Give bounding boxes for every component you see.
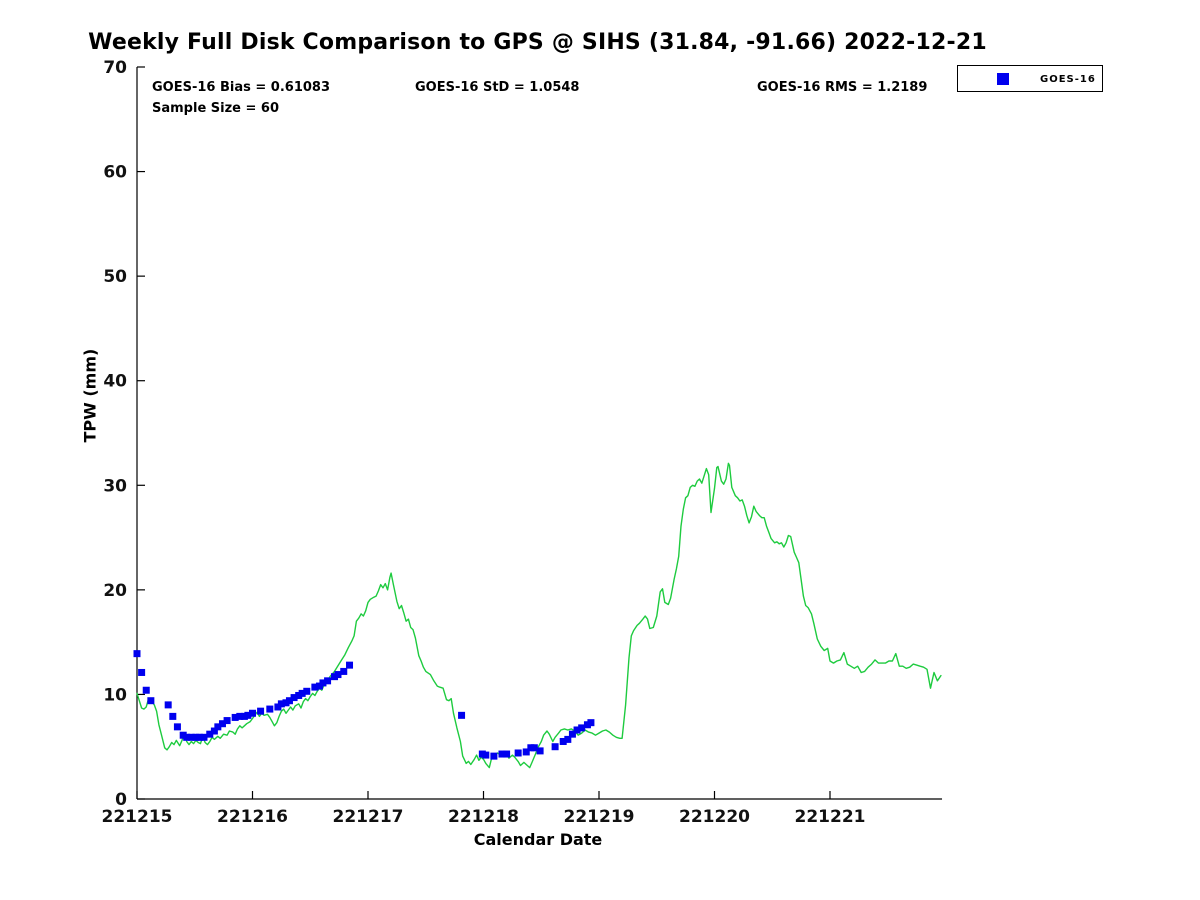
goes16-data-marker [249,709,256,717]
x-tick-label: 221216 [217,807,288,827]
y-tick-label: 30 [103,476,127,496]
legend: GOES-16 [957,65,1103,92]
goes16-data-marker [559,737,567,745]
stat-bias: GOES-16 Bias = 0.61083 [152,80,331,95]
goes16-data-marker [173,723,181,731]
y-tick-label: 40 [103,372,127,392]
y-tick-label: 10 [103,685,127,705]
x-axis-label: Calendar Date [473,830,603,849]
goes16-data-marker [133,650,141,658]
goes16-data-marker [522,748,530,756]
goes16-data-marker [210,727,218,735]
goes16-data-marker [568,730,576,738]
y-tick-label: 50 [103,267,127,287]
goes16-data-marker [578,724,586,732]
goes16-data-marker [587,719,595,727]
goes16-data-marker [138,668,146,676]
goes16-data-marker [319,679,327,687]
legend-goes16-marker-icon [997,73,1009,85]
goes16-data-marker [458,711,466,719]
goes16-data-marker [244,711,252,719]
goes16-data-marker [187,733,195,741]
goes16-data-marker [285,697,293,705]
goes16-data-marker [277,700,285,708]
stat-sample-size: Sample Size = 60 [152,101,280,116]
goes16-data-marker [231,713,239,721]
x-tick-label: 221219 [564,807,635,827]
y-tick-label: 0 [115,790,127,810]
goes16-data-marker [218,720,226,728]
goes16-data-marker [206,730,214,738]
goes16-data-marker [334,671,342,679]
goes16-data-marker [183,733,191,741]
goes16-data-marker [346,661,354,669]
y-tick-label: 20 [103,581,127,601]
stat-std: GOES-16 StD = 1.0548 [415,80,580,95]
goes16-data-marker [340,667,348,675]
goes16-data-marker [298,689,306,697]
goes16-data-marker [498,750,506,758]
goes16-data-marker [564,735,572,743]
goes16-data-marker [257,707,265,715]
goes16-data-marker [169,712,177,720]
goes16-data-marker [200,733,208,741]
goes16-data-marker [482,751,490,759]
y-tick-label: 70 [103,58,127,78]
goes16-data-marker [514,749,522,757]
goes16-data-marker [551,743,559,751]
stat-rms: GOES-16 RMS = 1.2189 [757,80,928,95]
x-tick-label: 221221 [795,807,866,827]
goes16-data-marker [311,683,319,691]
goes16-data-marker [573,726,581,734]
goes16-data-marker [147,697,155,705]
goes16-data-marker [324,677,332,685]
goes16-data-marker [303,687,311,695]
goes16-data-marker [142,686,150,694]
gps-tpw-line [136,462,942,769]
chart-title: Weekly Full Disk Comparison to GPS @ SIH… [88,30,987,55]
x-tick-label: 221220 [679,807,750,827]
goes16-data-marker [223,717,231,725]
y-tick-label: 60 [103,163,127,183]
goes16-data-marker [266,705,274,713]
x-tick-label: 221218 [448,807,519,827]
goes16-data-marker [195,733,203,741]
goes16-data-marker [536,747,544,755]
legend-goes16-label: GOES-16 [1040,74,1096,85]
goes16-data-marker [290,694,298,702]
x-tick-label: 221215 [102,807,173,827]
goes16-data-marker [503,750,511,758]
goes16-data-marker [490,752,498,760]
goes16-data-marker [530,744,538,752]
goes16-data-marker [164,701,172,709]
goes16-data-marker [236,712,244,720]
goes16-data-marker [214,723,222,731]
x-tick-label: 221217 [333,807,404,827]
